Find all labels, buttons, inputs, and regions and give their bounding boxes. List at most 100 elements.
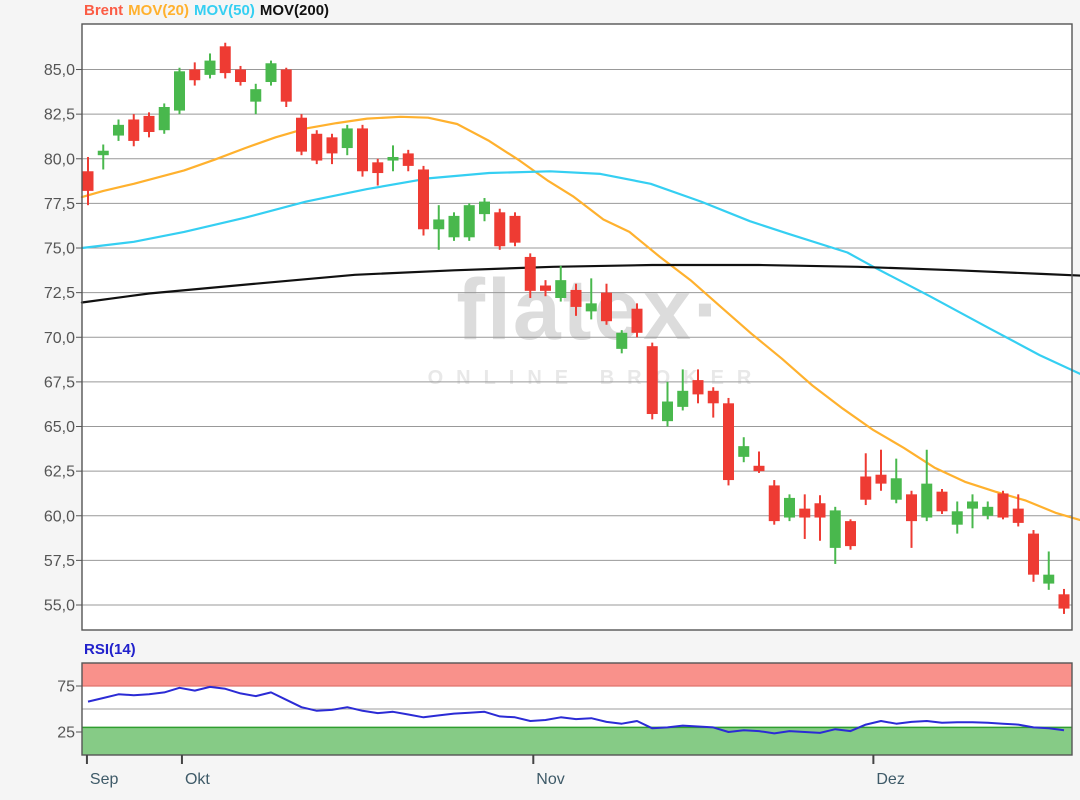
candle-body xyxy=(921,483,933,518)
candle-body xyxy=(982,506,994,516)
candle-body xyxy=(1028,533,1039,575)
x-axis-label-nov: Nov xyxy=(536,771,564,788)
candle-body xyxy=(723,403,734,481)
candle-body xyxy=(555,280,567,298)
rsi-label: RSI(14) xyxy=(84,641,136,658)
candle-body xyxy=(357,128,368,172)
candle-body xyxy=(296,117,307,152)
candle-body xyxy=(890,478,902,500)
candle-body xyxy=(753,465,765,472)
y-axis-label: 82,5 xyxy=(44,107,75,124)
candle-body xyxy=(265,63,277,83)
candle-body xyxy=(1058,594,1070,609)
y-axis-label: 77,5 xyxy=(44,196,75,213)
y-axis-label: 72,5 xyxy=(44,285,75,302)
candle-body xyxy=(174,71,185,111)
y-axis-label: 57,5 xyxy=(44,553,75,570)
candle-body xyxy=(479,201,490,215)
candle-body xyxy=(433,219,445,230)
candle-body xyxy=(97,150,109,156)
candle-body xyxy=(951,511,963,525)
candle-body xyxy=(494,212,506,247)
candle-body xyxy=(570,289,582,307)
ma-line-mov200 xyxy=(80,263,1080,304)
y-axis-label: 67,5 xyxy=(44,374,75,391)
candle-body xyxy=(463,205,475,238)
legend-item-mov50: MOV(50) xyxy=(194,2,255,19)
y-axis-label: 85,0 xyxy=(44,62,75,79)
main-plot-background xyxy=(82,24,1072,630)
x-axis-label-okt: Okt xyxy=(185,771,210,788)
candle-body xyxy=(860,476,872,500)
candle-body xyxy=(250,89,262,102)
candle-body xyxy=(997,493,1009,518)
y-axis-label: 80,0 xyxy=(44,151,75,168)
candle-body xyxy=(219,46,231,74)
y-axis-label: 55,0 xyxy=(44,598,75,615)
main-plot-border xyxy=(81,23,1073,631)
candle-body xyxy=(799,508,811,518)
ma-line-mov50 xyxy=(80,170,1080,376)
y-axis-label: 60,0 xyxy=(44,508,75,525)
candle-body xyxy=(326,137,338,154)
candle-body xyxy=(341,128,353,149)
candle-body xyxy=(128,119,140,141)
legend-item-brent: Brent xyxy=(84,2,124,19)
candle-body xyxy=(616,332,628,349)
candle-body xyxy=(143,115,155,132)
candle-body xyxy=(585,303,597,312)
legend-item-mov20: MOV(20) xyxy=(128,2,190,19)
rsi-line xyxy=(87,685,1065,735)
candle-body xyxy=(845,521,856,547)
candle-body xyxy=(646,346,658,415)
ma-line-mov20 xyxy=(80,115,1080,522)
rsi-oversold-band xyxy=(82,727,1072,755)
chart-legend: Brent MOV(20) MOV(50) MOV(200) xyxy=(84,2,334,19)
candle-body xyxy=(906,494,917,522)
candle-body xyxy=(82,171,94,191)
candle-body xyxy=(1043,574,1055,584)
candle-body xyxy=(1012,508,1024,523)
rsi-plot-border xyxy=(81,662,1073,756)
candle-body xyxy=(189,69,201,81)
candle-body xyxy=(204,60,216,75)
candle-body xyxy=(784,497,795,518)
candle-body xyxy=(662,401,673,422)
candle-body xyxy=(372,162,384,174)
candle-body xyxy=(707,390,719,404)
legend-item-mov200: MOV(200) xyxy=(259,2,330,19)
y-axis-label: 70,0 xyxy=(44,330,75,347)
candle-body xyxy=(829,510,841,548)
rsi-axis-label: 25 xyxy=(57,725,75,742)
x-axis-label-dez: Dez xyxy=(876,771,904,788)
candle-body xyxy=(113,124,124,136)
candle-body xyxy=(814,503,826,518)
x-axis-label-sep: Sep xyxy=(90,771,119,788)
y-axis-label: 65,0 xyxy=(44,419,75,436)
candle-body xyxy=(418,169,429,230)
rsi-axis-label: 75 xyxy=(57,679,75,696)
candle-body xyxy=(280,69,292,102)
candle-body xyxy=(387,156,399,161)
rsi-overbought-band xyxy=(82,663,1072,686)
watermark-subtitle: ONLINE BROKER xyxy=(428,367,765,389)
candle-body xyxy=(540,285,551,291)
candle-body xyxy=(524,256,536,291)
candle-body xyxy=(311,133,323,161)
candle-body xyxy=(448,215,460,238)
candle-body xyxy=(967,501,978,509)
candle-body xyxy=(235,69,246,83)
candle-body xyxy=(677,390,689,407)
candle-body xyxy=(158,107,170,131)
y-axis-label: 62,5 xyxy=(44,464,75,481)
candle-body xyxy=(875,474,887,484)
candle-body xyxy=(692,380,704,395)
candle-body xyxy=(768,485,780,522)
candle-body xyxy=(402,153,414,166)
candle-body xyxy=(509,215,521,243)
candle-body xyxy=(738,446,750,457)
candle-body xyxy=(631,308,643,333)
candle-body xyxy=(601,292,612,322)
